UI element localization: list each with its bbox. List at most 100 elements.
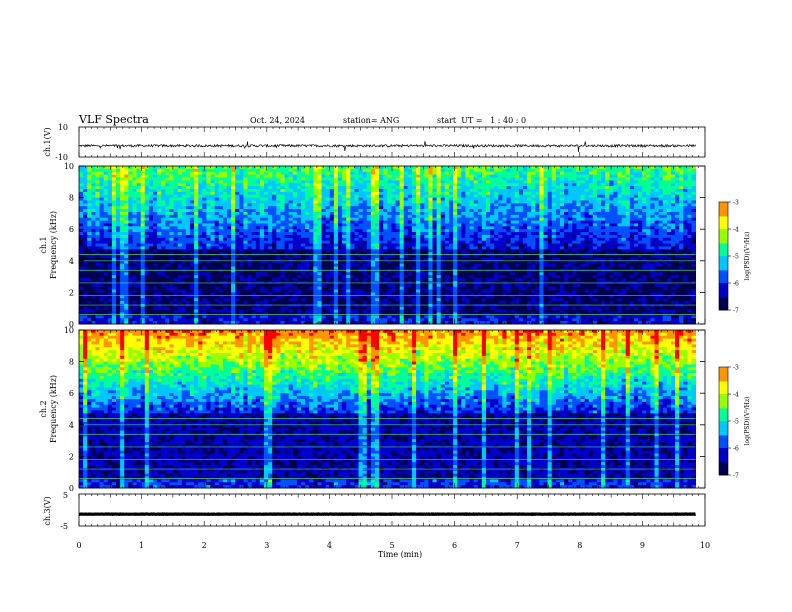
spectrogram-cell	[675, 232, 680, 236]
spectrogram-cell	[280, 237, 285, 242]
spectrogram-cell	[383, 232, 388, 236]
spectrogram-cell	[642, 252, 647, 256]
spectrogram-cell	[309, 232, 314, 236]
spectrogram-cell	[169, 257, 174, 262]
spectrogram-cell	[300, 194, 306, 198]
spectrogram-cell	[428, 188, 433, 193]
spectrogram-cell	[218, 177, 224, 181]
spectrogram-cell	[691, 214, 697, 219]
spectrogram-cell	[140, 211, 146, 216]
spectrogram-cell	[198, 220, 203, 224]
spectrogram-cell	[300, 220, 306, 224]
spectrogram-cell	[79, 232, 84, 236]
spectrogram-cell	[646, 237, 651, 242]
spectrogram-cell	[313, 206, 318, 210]
spectrogram-cell	[395, 194, 401, 198]
spectrogram-cell	[654, 206, 660, 210]
spectrogram-cell	[189, 197, 195, 201]
spectrogram-cell	[329, 171, 335, 176]
spectrogram-cell	[206, 177, 211, 181]
spectrogram-cell	[465, 194, 470, 198]
spectrogram-cell	[280, 209, 285, 213]
spectrogram-cell	[679, 180, 684, 184]
spectrogram-cell	[177, 174, 183, 178]
spectrogram-cell	[132, 203, 137, 207]
spectrogram-cell	[366, 211, 372, 216]
spectrogram-cell	[325, 220, 331, 224]
spectrogram-cell	[255, 252, 261, 256]
spectrogram-cell	[531, 255, 536, 259]
spectrogram-cell	[654, 229, 660, 233]
spectrogram-cell	[416, 246, 421, 250]
spectrogram-cell	[683, 188, 688, 193]
spectrogram-cell	[564, 220, 569, 224]
spectrogram-cell	[152, 191, 158, 196]
spectrogram-cell	[305, 183, 310, 187]
spectrogram-cell	[280, 168, 285, 173]
spectrogram-cell	[481, 255, 487, 259]
spectrogram-cell	[391, 209, 396, 213]
spectrogram-cell	[543, 223, 549, 227]
spectrogram-cell	[675, 177, 680, 181]
spectrogram-cell	[280, 166, 285, 170]
spectrogram-cell	[148, 229, 154, 233]
spectrogram-cell	[629, 211, 635, 216]
spectrogram-cell	[239, 217, 244, 221]
spectrogram-cell	[157, 229, 162, 233]
spectrogram-cell	[391, 171, 396, 176]
spectrogram-cell	[403, 211, 409, 216]
spectrogram-cell	[132, 246, 137, 250]
spectrogram-cell	[395, 171, 401, 176]
spectrogram-cell	[214, 260, 220, 265]
spectrogram-cell	[226, 252, 232, 256]
spectrogram-cell	[448, 209, 454, 213]
spectrogram-cell	[461, 188, 466, 193]
spectrogram-cell	[116, 240, 121, 244]
spectrogram-cell	[366, 252, 372, 256]
spectrogram-cell	[374, 200, 380, 204]
spectrogram-cell	[231, 249, 236, 253]
spectrogram-cell	[551, 174, 557, 178]
spectrogram-cell	[263, 206, 269, 210]
spectrogram-cell	[601, 166, 606, 170]
spectrogram-cell	[461, 177, 466, 181]
spectrogram-cell	[424, 174, 429, 178]
spectrogram-cell	[136, 197, 142, 201]
spectrogram-cell	[333, 237, 339, 242]
spectrogram-cell	[99, 194, 105, 198]
spectrogram-cell	[136, 211, 142, 216]
spectrogram-cell	[453, 249, 458, 253]
spectrogram-cell	[625, 223, 631, 227]
spectrogram-cell	[592, 209, 598, 213]
spectrogram-cell	[658, 220, 664, 224]
spectrogram-cell	[91, 186, 96, 190]
spectrogram-cell	[518, 203, 524, 207]
spectrogram-cell	[662, 206, 668, 210]
spectrogram-cell	[638, 168, 643, 173]
spectrogram-cell	[235, 240, 240, 244]
spectrogram-cell	[161, 226, 166, 230]
spectrogram-cell	[596, 249, 602, 253]
spectrogram-cell	[358, 194, 364, 198]
spectrogram-cell	[490, 255, 495, 259]
spectrogram-cell	[235, 177, 240, 181]
spectrogram-cell	[116, 257, 121, 262]
spectrogram-cell	[506, 252, 512, 256]
spectrogram-cell	[403, 220, 409, 224]
spectrogram-cell	[255, 188, 261, 193]
spectrogram-cell	[625, 168, 631, 173]
spectrogram-cell	[572, 168, 577, 173]
spectrogram-cell	[165, 177, 170, 181]
spectrogram-cell	[144, 183, 150, 187]
spectrogram-cell	[391, 220, 396, 224]
spectrogram-cell	[539, 174, 544, 178]
spectrogram-cell	[87, 223, 92, 227]
spectrogram-cell	[683, 237, 688, 242]
start-time-label: start UT = 1 : 40 : 0	[437, 116, 526, 125]
spectrogram-cell	[407, 249, 413, 253]
spectrogram-cell	[646, 200, 651, 204]
spectrogram-cell	[111, 249, 117, 253]
spectrogram-cell	[366, 191, 372, 196]
spectrogram-cell	[638, 229, 643, 233]
spectrogram-cell	[354, 177, 359, 181]
